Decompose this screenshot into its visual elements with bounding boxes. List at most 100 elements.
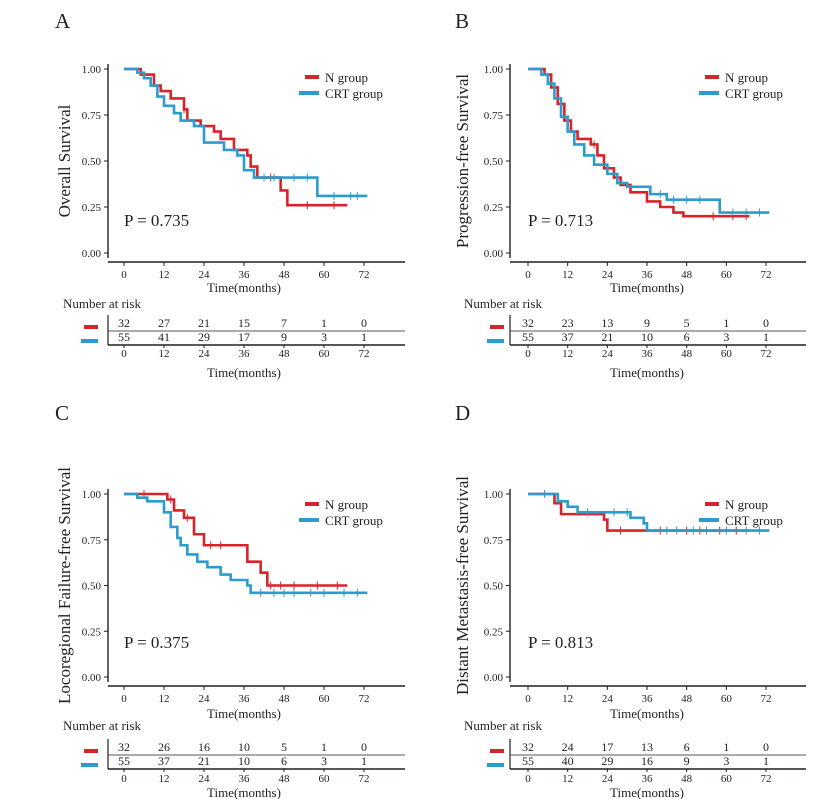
km-curve-crt-group: [124, 67, 368, 198]
y-axis-title: Distant Metastasis-free Survival: [453, 476, 472, 695]
risk-x-tick-label: 12: [159, 348, 170, 360]
x-tick-label: 48: [681, 693, 693, 705]
risk-value-n-group: 10: [238, 740, 250, 754]
x-axis-title: Time(months): [610, 706, 684, 721]
risk-value-n-group: 16: [198, 740, 210, 754]
y-tick-label: 0.00: [82, 248, 102, 260]
risk-value-crt-group: 3: [321, 754, 327, 768]
km-curve-crt-group: [528, 492, 770, 532]
y-tick-label: 0.75: [484, 110, 504, 122]
risk-x-tick-label: 60: [721, 348, 733, 360]
x-tick-label: 36: [642, 693, 654, 705]
km-curve-n-group: [124, 67, 348, 207]
y-tick-label: 0.75: [484, 535, 504, 547]
risk-x-tick-label: 72: [359, 773, 370, 785]
y-axis-title: Progression-free Survival: [453, 74, 472, 248]
risk-value-n-group: 27: [158, 316, 170, 330]
risk-value-crt-group: 40: [562, 754, 574, 768]
risk-x-axis-title: Time(months): [207, 785, 281, 799]
panel-letter: B: [455, 9, 469, 33]
risk-table-title: Number at risk: [464, 296, 542, 311]
risk-x-tick-label: 48: [279, 773, 291, 785]
legend-label-n-group: N group: [325, 70, 368, 85]
x-tick-label: 12: [562, 693, 573, 705]
legend-label-crt-group: CRT group: [725, 86, 783, 101]
risk-x-tick-label: 60: [319, 348, 331, 360]
y-tick-label: 0.25: [82, 202, 102, 214]
risk-value-n-group: 26: [158, 740, 170, 754]
risk-x-tick-label: 36: [642, 773, 654, 785]
p-value: P = 0.713: [528, 211, 593, 230]
risk-value-crt-group: 17: [238, 330, 250, 344]
risk-table-title: Number at risk: [63, 718, 141, 733]
risk-value-crt-group: 9: [281, 330, 287, 344]
risk-value-n-group: 23: [562, 316, 574, 330]
risk-value-crt-group: 6: [281, 754, 287, 768]
risk-table-title: Number at risk: [464, 718, 542, 733]
risk-value-crt-group: 55: [522, 754, 534, 768]
legend-label-crt-group: CRT group: [325, 86, 383, 101]
risk-value-n-group: 0: [763, 740, 769, 754]
risk-value-crt-group: 29: [198, 330, 210, 344]
risk-value-n-group: 24: [562, 740, 574, 754]
risk-x-tick-label: 72: [761, 348, 772, 360]
risk-value-n-group: 1: [321, 740, 327, 754]
y-tick-label: 0.75: [82, 110, 102, 122]
panel-b: B0.000.250.500.751.000 12 24 36 48 60 72Progre…: [453, 9, 806, 380]
risk-value-crt-group: 37: [562, 330, 574, 344]
legend-label-n-group: N group: [725, 497, 768, 512]
legend-label-crt-group: CRT group: [725, 513, 783, 528]
risk-value-crt-group: 55: [522, 330, 534, 344]
x-tick-label: 12: [159, 269, 170, 281]
risk-value-n-group: 9: [644, 316, 650, 330]
risk-value-n-group: 1: [723, 316, 729, 330]
risk-value-n-group: 13: [641, 740, 653, 754]
km-curve-n-group: [124, 492, 348, 587]
y-tick-label: 0.00: [484, 248, 504, 260]
x-tick-label: 48: [681, 269, 693, 281]
risk-value-crt-group: 37: [158, 754, 170, 768]
x-tick-label: 0: [121, 693, 127, 705]
risk-value-n-group: 13: [601, 316, 613, 330]
risk-value-n-group: 7: [281, 316, 287, 330]
km-curve-n-group: [528, 67, 750, 218]
risk-x-tick-label: 0: [121, 773, 127, 785]
risk-value-crt-group: 29: [601, 754, 613, 768]
legend-label-crt-group: CRT group: [325, 513, 383, 528]
risk-x-tick-label: 24: [602, 773, 614, 785]
y-tick-label: 1.00: [82, 64, 102, 76]
y-tick-label: 0.25: [484, 202, 504, 214]
x-tick-label: 60: [721, 693, 733, 705]
y-tick-label: 0.50: [484, 581, 504, 593]
risk-value-n-group: 0: [361, 316, 367, 330]
risk-x-tick-label: 36: [239, 773, 251, 785]
y-tick-label: 0.00: [484, 672, 504, 684]
x-tick-label: 72: [761, 269, 772, 281]
y-tick-label: 0.25: [82, 626, 102, 638]
y-axis-title: Locoregional Failure-free Survival: [55, 467, 74, 704]
risk-value-crt-group: 55: [118, 330, 130, 344]
panel-d: D0.000.250.500.751.000 12 24 36 48 60 72Distan…: [453, 401, 806, 799]
risk-value-n-group: 6: [684, 740, 690, 754]
x-tick-label: 24: [602, 693, 614, 705]
risk-value-n-group: 32: [522, 316, 534, 330]
x-tick-label: 72: [359, 269, 370, 281]
risk-value-n-group: 15: [238, 316, 250, 330]
risk-value-crt-group: 16: [641, 754, 653, 768]
km-curve-crt-group: [528, 67, 770, 214]
risk-value-n-group: 5: [684, 316, 690, 330]
risk-x-axis-title: Time(months): [610, 365, 684, 380]
risk-x-tick-label: 0: [121, 348, 127, 360]
x-tick-label: 36: [642, 269, 654, 281]
risk-x-tick-label: 72: [359, 348, 370, 360]
risk-x-tick-label: 0: [525, 348, 531, 360]
km-curve-n-group: [528, 492, 750, 532]
risk-value-crt-group: 21: [601, 330, 613, 344]
x-tick-label: 0: [525, 269, 531, 281]
risk-x-axis-title: Time(months): [207, 365, 281, 380]
risk-x-tick-label: 12: [562, 773, 573, 785]
